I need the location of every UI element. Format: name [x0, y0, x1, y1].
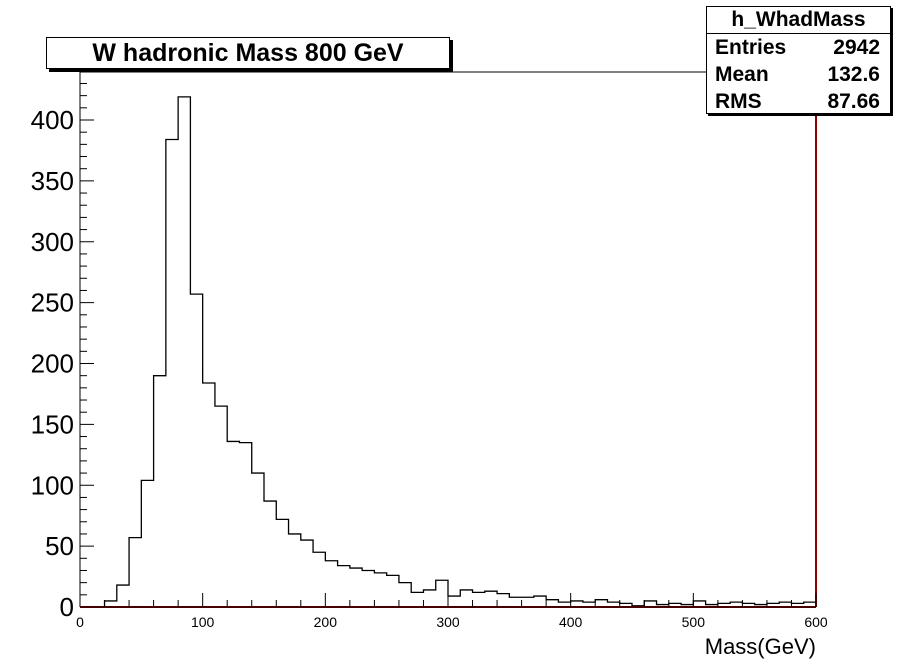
histogram-bin — [215, 406, 227, 607]
histogram-bin — [387, 575, 399, 607]
histogram-bin — [129, 538, 141, 607]
histogram-bin — [117, 585, 129, 607]
stats-box: h_WhadMass Entries 2942 Mean 132.6 RMS 8… — [706, 6, 891, 114]
histogram-bin — [227, 441, 239, 607]
histogram-bin — [154, 376, 166, 607]
chart-title-text: W hadronic Mass 800 GeV — [92, 38, 404, 67]
chart-title: W hadronic Mass 800 GeV — [46, 37, 450, 69]
histogram-bin — [289, 534, 301, 607]
histogram-bin — [190, 294, 202, 607]
x-tick-label: 600 — [804, 614, 828, 630]
histogram-bin — [497, 594, 509, 607]
histogram-bin — [473, 592, 485, 607]
histogram-bin — [423, 590, 435, 607]
histogram-bin — [239, 443, 251, 607]
y-tick-label: 100 — [31, 470, 74, 500]
axes: 0 50 100 150 200 250 300 350 400 0 100 200 300 400 500… — [31, 72, 828, 630]
stats-row-entries: Entries 2942 — [707, 34, 890, 61]
x-tick-label: 500 — [682, 614, 706, 630]
histogram-bin — [362, 570, 374, 607]
y-tick-label: 350 — [31, 166, 74, 196]
histogram-bin — [252, 473, 264, 607]
histogram-bin — [534, 596, 546, 607]
histogram-bin — [264, 501, 276, 607]
histogram-bin — [399, 583, 411, 607]
histogram-bin — [448, 596, 460, 607]
histogram-bin — [141, 480, 153, 607]
histogram-bin — [350, 568, 362, 607]
histogram-bin — [276, 519, 288, 607]
x-tick-label: 400 — [559, 614, 583, 630]
histogram-bin — [411, 592, 423, 607]
histogram-bin — [325, 561, 337, 607]
y-tick-label: 150 — [31, 409, 74, 439]
x-tick-label: 300 — [436, 614, 460, 630]
y-tick-label: 200 — [31, 349, 74, 379]
x-axis-label: Mass(GeV) — [705, 634, 816, 659]
histogram-bin — [485, 591, 497, 607]
stats-row-rms: RMS 87.66 — [707, 88, 890, 115]
stats-histogram-name: h_WhadMass — [707, 7, 890, 34]
histogram-bin — [203, 383, 215, 607]
y-tick-label: 50 — [45, 531, 74, 561]
histogram-bin — [178, 97, 190, 607]
histogram-bin — [509, 597, 521, 607]
histogram-series — [80, 96, 816, 608]
x-tick-label: 0 — [76, 614, 84, 630]
stats-row-mean: Mean 132.6 — [707, 61, 890, 88]
y-tick-label: 250 — [31, 288, 74, 318]
histogram-bin — [166, 139, 178, 607]
histogram-bin — [522, 597, 534, 607]
x-tick-label: 100 — [191, 614, 215, 630]
histogram-bin — [436, 580, 448, 607]
stats-value: 87.66 — [827, 90, 880, 113]
stats-label: Entries — [715, 36, 787, 59]
stats-label: Mean — [715, 63, 769, 86]
stats-value: 2942 — [833, 36, 880, 59]
y-tick-label: 0 — [60, 592, 74, 622]
histogram-bin — [374, 573, 386, 607]
stats-value: 132.6 — [827, 63, 880, 86]
y-tick-label: 300 — [31, 227, 74, 257]
histogram-bin — [460, 590, 472, 607]
y-tick-label: 400 — [31, 105, 74, 135]
plot-frame — [80, 71, 817, 607]
histogram-bin — [338, 566, 350, 607]
histogram-bin — [301, 540, 313, 607]
histogram-bin — [546, 600, 558, 607]
stats-label: RMS — [715, 90, 762, 113]
histogram-bin — [595, 600, 607, 607]
histogram-bin — [313, 552, 325, 607]
x-tick-label: 200 — [314, 614, 338, 630]
